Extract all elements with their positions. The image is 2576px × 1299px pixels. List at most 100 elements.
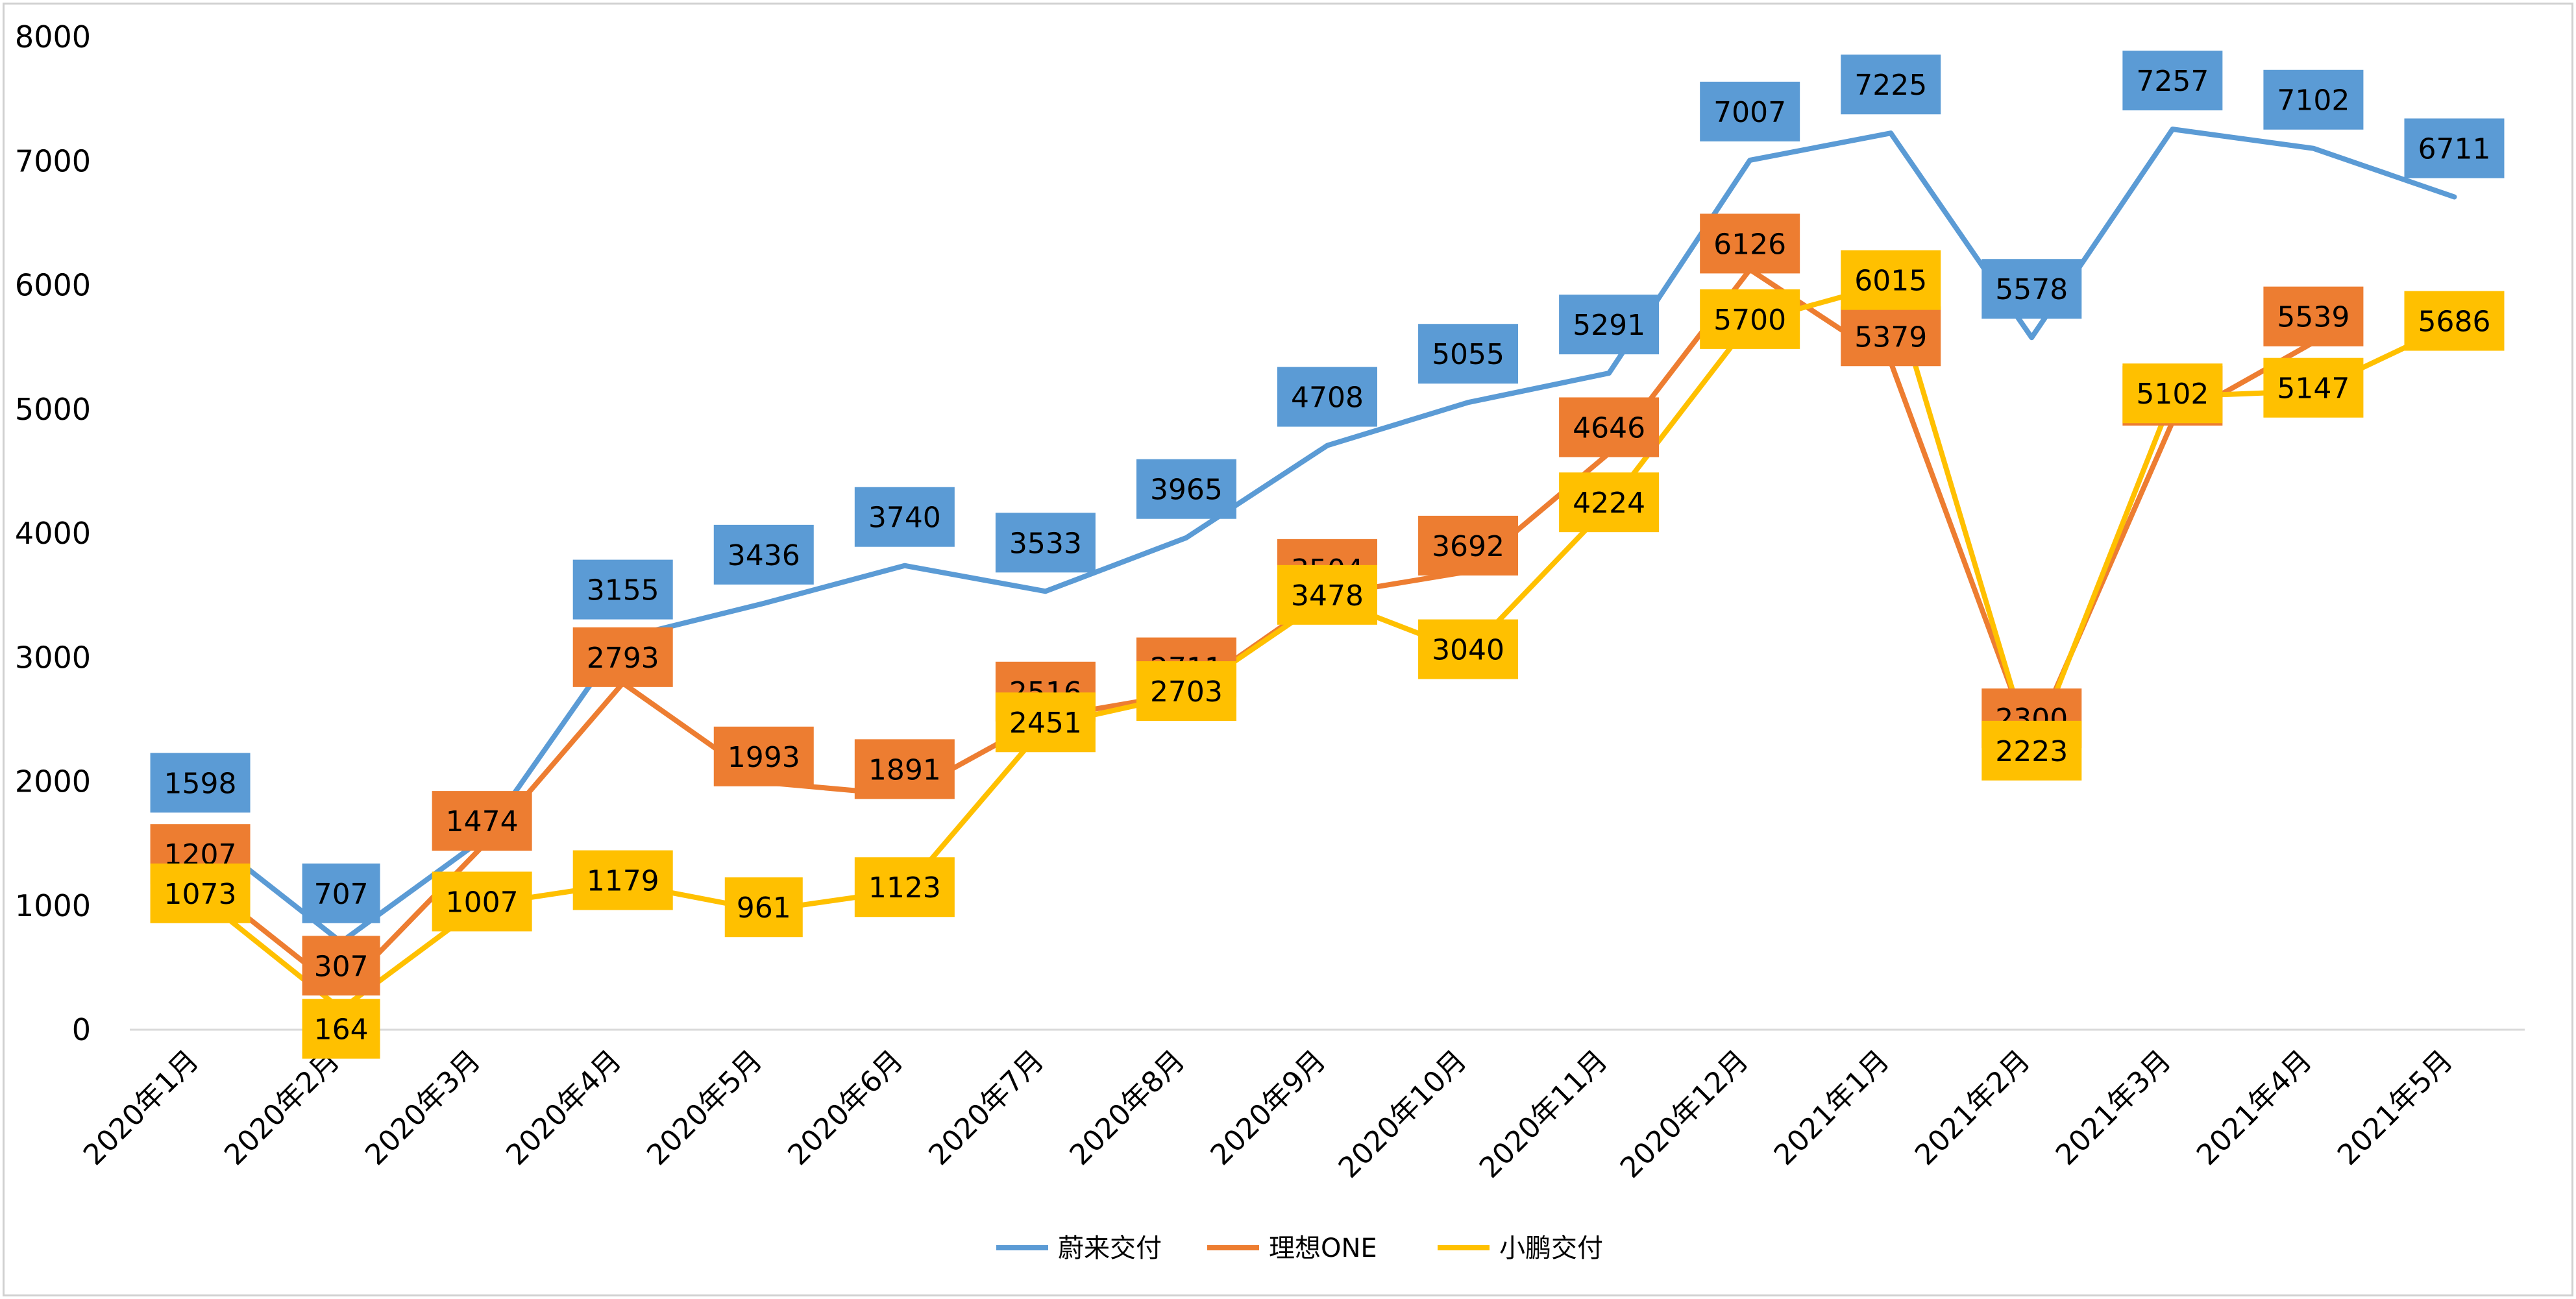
data-label: 1123: [868, 871, 941, 904]
data-label-box: [1418, 324, 1519, 384]
data-label: 7257: [2136, 65, 2209, 98]
data-label-box: [1841, 250, 1941, 310]
data-label-box: [572, 559, 673, 620]
data-label-box: [302, 936, 380, 996]
data-label-box: [150, 753, 251, 813]
data-label: 5102: [2136, 378, 2209, 411]
y-tick-label: 4000: [15, 516, 91, 551]
data-label-box: [1418, 515, 1519, 576]
x-tick-label: 2020年10月: [1332, 1044, 1473, 1185]
data-label: 6711: [2418, 133, 2490, 166]
data-label: 307: [314, 950, 369, 983]
x-tick-label: 2021年1月: [1768, 1044, 1896, 1172]
chart-frame: [3, 3, 2573, 1296]
data-label-box: [432, 871, 532, 932]
y-tick-label: 5000: [15, 392, 91, 427]
data-label-box: [572, 850, 673, 910]
data-label: 5700: [1713, 304, 1786, 337]
data-label: 1598: [164, 767, 237, 800]
data-label: 3740: [868, 502, 941, 535]
data-label-box: [1841, 55, 1941, 115]
data-label-box: [302, 863, 380, 923]
data-label: 2793: [587, 642, 659, 675]
data-label: 2703: [1150, 675, 1223, 709]
data-label-box: [1981, 720, 2082, 781]
data-label: 5578: [1995, 273, 2068, 306]
data-label: 5686: [2418, 306, 2490, 339]
data-label-box: [854, 857, 955, 917]
data-label: 3478: [1291, 579, 1364, 613]
data-label-box: [2404, 118, 2505, 178]
data-label-box: [2404, 291, 2505, 351]
x-tick-label: 2021年5月: [2331, 1044, 2459, 1172]
data-label-box: [1700, 213, 1800, 274]
data-label-box: [724, 877, 803, 938]
data-label-box: [1841, 306, 1941, 367]
data-label-box: [854, 739, 955, 799]
y-tick-label: 6000: [15, 268, 91, 303]
data-label-box: [2263, 358, 2364, 418]
data-label: 3436: [728, 539, 800, 572]
y-tick-label: 1000: [15, 888, 91, 923]
data-label-box: [1418, 619, 1519, 679]
data-label: 7007: [1713, 96, 1786, 129]
data-label-box: [2122, 51, 2223, 111]
data-label-box: [713, 726, 814, 786]
data-label: 3692: [1432, 530, 1504, 563]
y-tick-label: 3000: [15, 640, 91, 675]
x-tick-label: 2020年5月: [641, 1044, 768, 1172]
data-label: 7225: [1854, 69, 1927, 102]
x-tick-label: 2020年6月: [781, 1044, 909, 1172]
x-tick-label: 2020年7月: [922, 1044, 1050, 1172]
data-label: 7102: [2277, 84, 2349, 117]
legend-label: 小鹏交付: [1499, 1233, 1603, 1263]
data-label-box: [995, 692, 1096, 753]
data-label: 3965: [1150, 474, 1223, 507]
x-tick-label: 2020年12月: [1614, 1044, 1755, 1185]
data-label: 1891: [868, 753, 941, 786]
data-label: 4708: [1291, 382, 1364, 415]
x-tick-label: 2020年8月: [1063, 1044, 1191, 1172]
data-label-box: [1136, 459, 1236, 519]
data-label: 6015: [1854, 265, 1927, 298]
x-tick-label: 2021年3月: [2050, 1044, 2177, 1172]
data-label: 1179: [587, 865, 659, 898]
x-tick-label: 2020年4月: [500, 1044, 628, 1172]
data-label-box: [1981, 259, 2082, 319]
x-tick-label: 2020年11月: [1473, 1044, 1614, 1185]
data-label-box: [150, 863, 251, 923]
data-label: 707: [314, 878, 369, 911]
x-tick-label: 2020年9月: [1205, 1044, 1332, 1172]
data-label-box: [432, 791, 532, 851]
x-tick-label: 2020年1月: [77, 1044, 205, 1172]
x-tick-label: 2021年2月: [1909, 1044, 2037, 1172]
data-label: 5291: [1573, 309, 1645, 342]
data-label-box: [1559, 397, 1660, 457]
data-label: 5539: [2277, 301, 2349, 334]
data-label: 164: [314, 1014, 369, 1047]
data-label: 1007: [446, 886, 519, 919]
x-tick-label: 2020年2月: [218, 1044, 346, 1172]
data-label: 5147: [2277, 372, 2349, 406]
legend-label: 蔚来交付: [1058, 1233, 1162, 1263]
data-label-box: [1136, 661, 1236, 722]
data-label-box: [572, 627, 673, 687]
data-label: 4224: [1573, 487, 1645, 520]
data-label-box: [854, 487, 955, 547]
y-tick-label: 2000: [15, 764, 91, 799]
data-label-box: [1700, 81, 1800, 141]
x-tick-label: 2020年3月: [359, 1044, 487, 1172]
data-label: 5055: [1432, 338, 1504, 371]
y-tick-label: 8000: [15, 19, 91, 55]
data-label-box: [995, 513, 1096, 573]
data-label: 2451: [1009, 707, 1082, 740]
data-label-box: [1559, 472, 1660, 533]
data-label: 961: [737, 892, 791, 925]
data-label-box: [1559, 295, 1660, 355]
data-label-box: [1277, 565, 1377, 625]
x-tick-label: 2021年4月: [2190, 1044, 2318, 1172]
data-label-box: [713, 524, 814, 585]
data-label-box: [2263, 286, 2364, 346]
data-label: 4646: [1573, 411, 1645, 444]
